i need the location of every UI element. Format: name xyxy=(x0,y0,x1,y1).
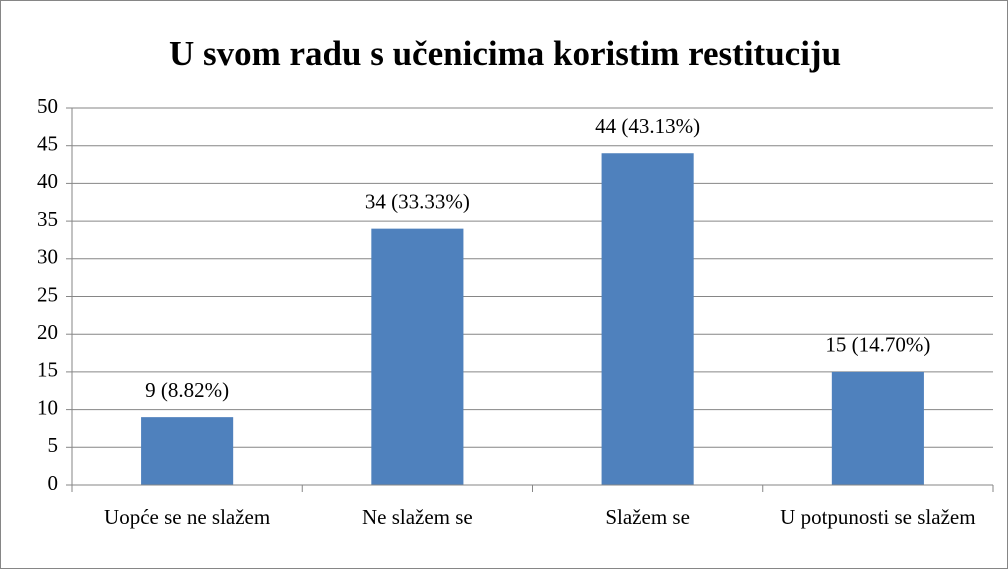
bar xyxy=(831,371,924,485)
data-label: 15 (14.70%) xyxy=(825,333,930,357)
x-tick-label: U potpunosti se slažem xyxy=(780,505,975,529)
data-label: 34 (33.33%) xyxy=(365,189,470,213)
x-tick-label: Ne slažem se xyxy=(362,505,473,529)
y-tick-label: 45 xyxy=(37,132,58,156)
x-tick-label: Slažem se xyxy=(605,505,690,529)
y-tick-label: 40 xyxy=(37,169,58,193)
y-tick-label: 30 xyxy=(37,245,58,269)
y-tick-label: 10 xyxy=(37,395,58,419)
data-label: 9 (8.82%) xyxy=(145,378,229,402)
bar xyxy=(371,228,464,485)
y-tick-label: 5 xyxy=(48,433,59,457)
chart-title: U svom radu s učenicima koristim restitu… xyxy=(169,34,841,73)
data-label: 44 (43.13%) xyxy=(595,114,700,138)
y-tick-label: 15 xyxy=(37,358,58,382)
y-tick-label: 50 xyxy=(37,94,58,118)
y-tick-label: 25 xyxy=(37,282,58,306)
y-tick-label: 35 xyxy=(37,207,58,231)
bar xyxy=(141,417,234,485)
y-tick-label: 0 xyxy=(48,471,59,495)
y-tick-label: 20 xyxy=(37,320,58,344)
x-tick-label: Uopće se ne slažem xyxy=(104,505,270,529)
bar xyxy=(601,153,694,486)
